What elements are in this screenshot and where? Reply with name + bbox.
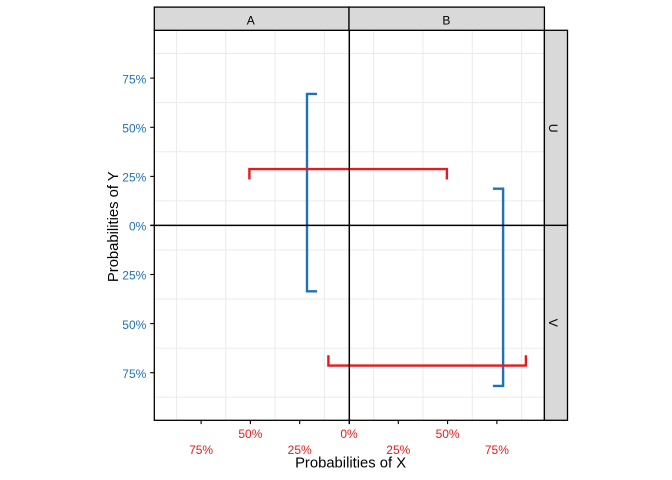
svg-text:75%: 75% — [122, 72, 146, 86]
svg-text:A: A — [247, 14, 255, 28]
svg-text:Probabilities of X: Probabilities of X — [295, 455, 406, 471]
svg-text:75%: 75% — [485, 443, 509, 457]
svg-text:75%: 75% — [189, 443, 213, 457]
svg-text:75%: 75% — [122, 367, 146, 381]
svg-text:50%: 50% — [238, 427, 262, 441]
svg-text:U: U — [546, 124, 560, 133]
svg-text:Probabilities of Y: Probabilities of Y — [106, 171, 122, 282]
svg-text:50%: 50% — [122, 122, 146, 136]
svg-text:50%: 50% — [122, 318, 146, 332]
svg-text:0%: 0% — [340, 427, 358, 441]
svg-text:25%: 25% — [122, 171, 146, 185]
svg-text:B: B — [442, 14, 450, 28]
svg-text:50%: 50% — [436, 427, 460, 441]
svg-text:25%: 25% — [122, 269, 146, 283]
svg-text:25%: 25% — [288, 443, 312, 457]
svg-text:V: V — [546, 319, 560, 327]
svg-text:25%: 25% — [386, 443, 410, 457]
svg-text:0%: 0% — [129, 220, 147, 234]
